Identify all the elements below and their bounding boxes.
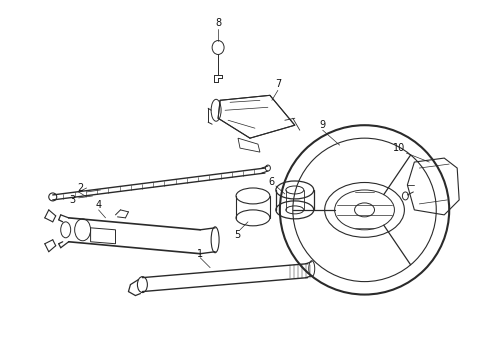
Text: 9: 9 xyxy=(319,120,326,130)
Text: 2: 2 xyxy=(77,183,84,193)
Text: 1: 1 xyxy=(197,249,203,259)
Text: 8: 8 xyxy=(215,18,221,28)
Text: 6: 6 xyxy=(269,177,275,187)
Text: 5: 5 xyxy=(234,230,240,240)
Text: 4: 4 xyxy=(96,200,101,210)
Text: 10: 10 xyxy=(393,143,406,153)
Text: 7: 7 xyxy=(275,79,281,89)
Text: 3: 3 xyxy=(70,195,76,205)
